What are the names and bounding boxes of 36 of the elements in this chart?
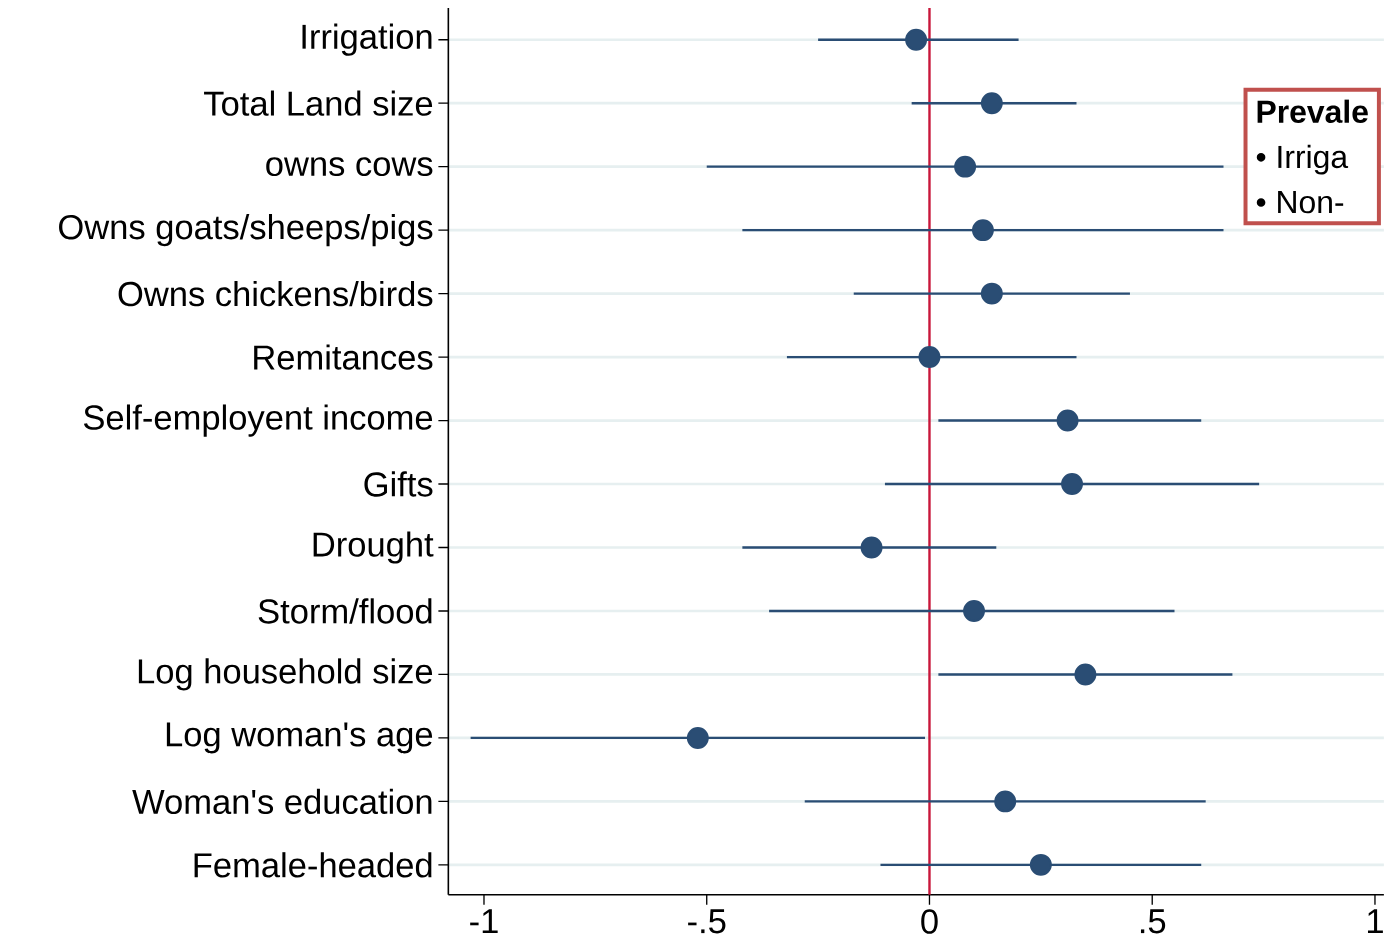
y-tick-label: Irrigation <box>302 23 432 56</box>
point <box>905 28 928 51</box>
y-tick-label: Owns goats/sheeps/pigs <box>59 213 433 246</box>
point <box>860 536 883 559</box>
y-tick-label: Total Land size <box>204 90 433 116</box>
point <box>1029 853 1052 876</box>
y-tick-label: Woman's education <box>132 788 432 814</box>
y-tick-label: Log household size <box>138 658 433 691</box>
point <box>971 218 994 241</box>
point <box>980 91 1003 114</box>
x-tick-label: -.5 <box>688 909 726 934</box>
x-tick-label: -1 <box>470 909 498 933</box>
y-tick-label: Drought <box>313 531 434 564</box>
point <box>1074 663 1097 686</box>
annotation: • Non- <box>1256 190 1344 214</box>
point <box>994 790 1017 813</box>
annotation: • Irriga <box>1256 144 1349 175</box>
y-tick-label: Gifts <box>364 471 433 497</box>
x-tick-label: 1 <box>1367 909 1383 933</box>
point <box>980 282 1003 305</box>
point <box>1061 472 1083 495</box>
y-tick-label: Log woman's age <box>166 722 433 754</box>
point <box>686 726 709 749</box>
annotation: Prevale <box>1257 99 1368 123</box>
y-tick-label: Self-employent income <box>83 404 433 437</box>
point <box>1056 409 1079 432</box>
point <box>963 599 985 622</box>
point <box>918 345 941 368</box>
y-tick-label: Female-headed <box>194 851 432 878</box>
y-tick-label: owns cows <box>266 156 433 176</box>
y-tick-label: Remitances <box>254 344 433 370</box>
point <box>954 155 977 178</box>
y-tick-label: Storm/flood <box>258 598 432 624</box>
y-tick-label: Owns chickens/birds <box>118 280 433 307</box>
x-tick-label: .5 <box>1140 909 1166 934</box>
x-tick-label: 0 <box>921 909 938 934</box>
